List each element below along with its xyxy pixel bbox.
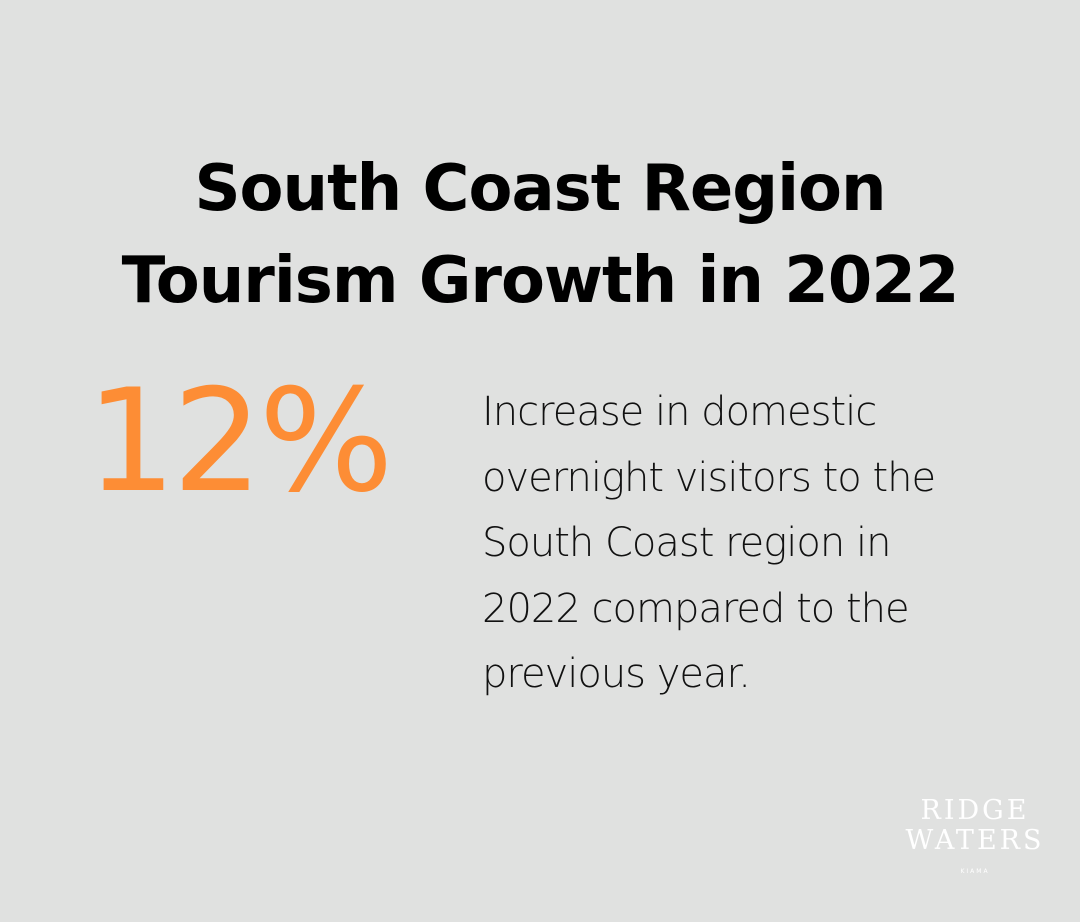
logo-line-waters: WATERS: [905, 825, 1045, 856]
description-line-4: 2022 compared to the: [482, 585, 910, 632]
description-line-3: South Coast region in: [482, 520, 891, 566]
title-line-2: Tourism Growth in 2022: [121, 243, 960, 318]
stat-value: 12%: [86, 359, 394, 524]
page-title: South Coast Region Tourism Growth in 202…: [0, 143, 1080, 327]
brand-logo: RIDGE WATERS KIAMA: [900, 795, 1050, 876]
description-line-1: Increase in domestic: [482, 389, 877, 435]
description-line-2: overnight visitors to the: [482, 454, 936, 501]
description-line-5: previous year.: [482, 651, 751, 697]
title-line-1: South Coast Region: [194, 151, 886, 226]
logo-line-kiama: KIAMA: [960, 868, 990, 875]
logo-line-ridge: RIDGE: [920, 795, 1030, 826]
stat-description: Increase in domestic overnight visitors …: [482, 380, 1042, 708]
